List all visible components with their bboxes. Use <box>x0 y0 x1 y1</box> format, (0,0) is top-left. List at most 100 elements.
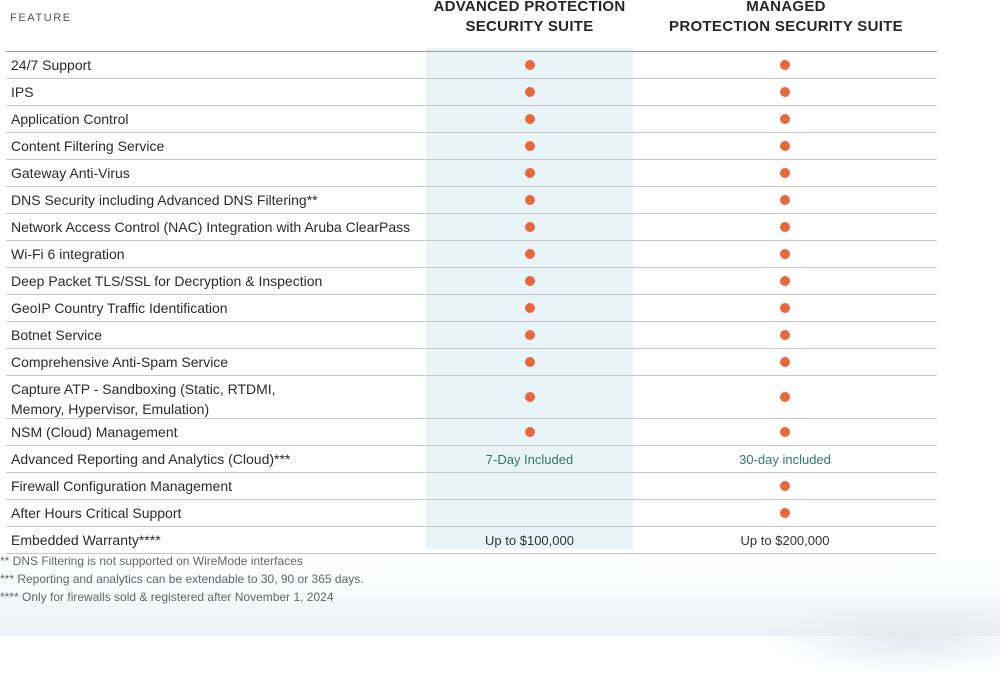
managed-protection-cell <box>646 295 924 321</box>
advanced-protection-cell <box>420 241 639 267</box>
managed-protection-cell <box>646 241 924 267</box>
included-dot-icon <box>524 427 535 437</box>
managed-protection-cell <box>646 214 924 240</box>
advanced-protection-cell <box>420 500 639 526</box>
included-dot-icon <box>524 168 535 178</box>
feature-name: After Hours Critical Support <box>11 505 182 521</box>
table-row: Advanced Reporting and Analytics (Cloud)… <box>6 446 937 473</box>
feature-name: Content Filtering Service <box>11 138 165 154</box>
advanced-protection-cell <box>420 52 639 78</box>
feature-name: IPS <box>11 84 34 100</box>
included-dot-icon <box>524 357 535 367</box>
included-dot-icon <box>524 330 535 340</box>
included-dot-icon <box>780 249 790 259</box>
managed-protection-cell: Up to $200,000 <box>646 527 924 553</box>
table-row: NSM (Cloud) Management <box>6 419 937 446</box>
table-header: FEATURE ADVANCED PROTECTION SECURITY SUI… <box>6 0 937 52</box>
included-dot-icon <box>780 168 790 178</box>
included-dot-icon <box>780 60 790 70</box>
table-row: Comprehensive Anti-Spam Service <box>6 349 937 376</box>
advanced-protection-cell <box>420 473 639 499</box>
included-dot-icon <box>780 427 790 437</box>
advanced-protection-cell <box>420 295 639 321</box>
advanced-protection-cell <box>420 268 639 294</box>
managed-protection-cell <box>646 52 924 78</box>
managed-protection-cell <box>646 133 924 159</box>
included-dot-icon <box>524 141 535 151</box>
feature-name: Advanced Reporting and Analytics (Cloud)… <box>11 451 291 467</box>
included-dot-icon <box>780 114 790 124</box>
managed-protection-cell: 30-day included <box>646 446 924 472</box>
included-dot-icon <box>780 392 790 402</box>
managed-protection-cell <box>646 187 924 213</box>
managed-protection-cell <box>646 106 924 132</box>
advanced-protection-header-line1: ADVANCED PROTECTION <box>433 0 626 15</box>
included-dot-icon <box>524 303 535 313</box>
managed-protection-header: MANAGED PROTECTION SECURITY SUITE <box>646 0 926 37</box>
advanced-protection-cell <box>420 187 639 213</box>
advanced-protection-cell: Up to $100,000 <box>420 527 639 553</box>
feature-name: Application Control <box>11 111 129 127</box>
feature-name: GeoIP Country Traffic Identification <box>11 300 228 316</box>
feature-name: 24/7 Support <box>11 57 92 73</box>
advanced-protection-cell <box>420 133 639 159</box>
table-body: 24/7 Support IPS Application Control Conten… <box>6 52 937 554</box>
table-row: Content Filtering Service <box>6 133 937 160</box>
cell-value: 7-Day Included <box>485 451 574 467</box>
footnote-dns: ** DNS Filtering is not supported on Wir… <box>0 554 303 568</box>
feature-comparison-table: FEATURE ADVANCED PROTECTION SECURITY SUI… <box>6 0 937 554</box>
cell-value: 30-day included <box>739 451 831 467</box>
advanced-protection-cell <box>420 419 639 445</box>
advanced-protection-cell <box>420 79 639 105</box>
included-dot-icon <box>524 60 535 70</box>
feature-name: NSM (Cloud) Management <box>11 424 178 440</box>
table-row: Botnet Service <box>6 322 937 349</box>
table-row: Deep Packet TLS/SSL for Decryption & Ins… <box>6 268 937 295</box>
included-dot-icon <box>780 508 790 518</box>
managed-protection-cell <box>646 419 924 445</box>
table-row: After Hours Critical Support <box>6 500 937 527</box>
table-row: DNS Security including Advanced DNS Filt… <box>6 187 937 214</box>
managed-protection-cell <box>646 349 924 375</box>
included-dot-icon <box>524 249 535 259</box>
advanced-protection-cell <box>420 160 639 186</box>
footnotes: ** DNS Filtering is not supported on Wir… <box>0 552 364 606</box>
feature-column-header: FEATURE <box>10 12 72 24</box>
table-row: Network Access Control (NAC) Integration… <box>6 214 937 241</box>
managed-protection-header-line1: MANAGED <box>746 0 826 15</box>
advanced-protection-cell <box>420 376 639 418</box>
feature-name: Gateway Anti-Virus <box>11 165 130 181</box>
feature-name: Capture ATP - Sandboxing (Static, RTDMI,… <box>11 381 276 417</box>
managed-protection-cell <box>646 473 924 499</box>
included-dot-icon <box>524 222 535 232</box>
included-dot-icon <box>780 87 790 97</box>
footnote-reporting: *** Reporting and analytics can be exten… <box>0 572 364 586</box>
table-row: Wi-Fi 6 integration <box>6 241 937 268</box>
cell-value: Up to $200,000 <box>740 532 830 548</box>
included-dot-icon <box>780 222 790 232</box>
included-dot-icon <box>780 481 790 491</box>
included-dot-icon <box>524 114 535 124</box>
managed-protection-cell <box>646 268 924 294</box>
managed-protection-cell <box>646 160 924 186</box>
managed-protection-cell <box>646 376 924 418</box>
table-row: 24/7 Support <box>6 52 937 79</box>
included-dot-icon <box>780 303 790 313</box>
table-row: Capture ATP - Sandboxing (Static, RTDMI,… <box>6 376 937 419</box>
feature-name: DNS Security including Advanced DNS Filt… <box>11 192 318 208</box>
advanced-protection-cell: 7-Day Included <box>420 446 639 472</box>
advanced-protection-cell <box>420 106 639 132</box>
table-row: Application Control <box>6 106 937 133</box>
advanced-protection-cell <box>420 214 639 240</box>
included-dot-icon <box>524 87 535 97</box>
feature-name: Firewall Configuration Management <box>11 478 232 494</box>
managed-protection-cell <box>646 500 924 526</box>
advanced-protection-header-line2: SECURITY SUITE <box>465 18 594 35</box>
included-dot-icon <box>524 276 535 286</box>
table-row: Firewall Configuration Management <box>6 473 937 500</box>
feature-name: Network Access Control (NAC) Integration… <box>11 219 411 235</box>
feature-name: Comprehensive Anti-Spam Service <box>11 354 229 370</box>
feature-name: Embedded Warranty**** <box>11 532 161 548</box>
included-dot-icon <box>524 195 535 205</box>
table-row: Gateway Anti-Virus <box>6 160 937 187</box>
